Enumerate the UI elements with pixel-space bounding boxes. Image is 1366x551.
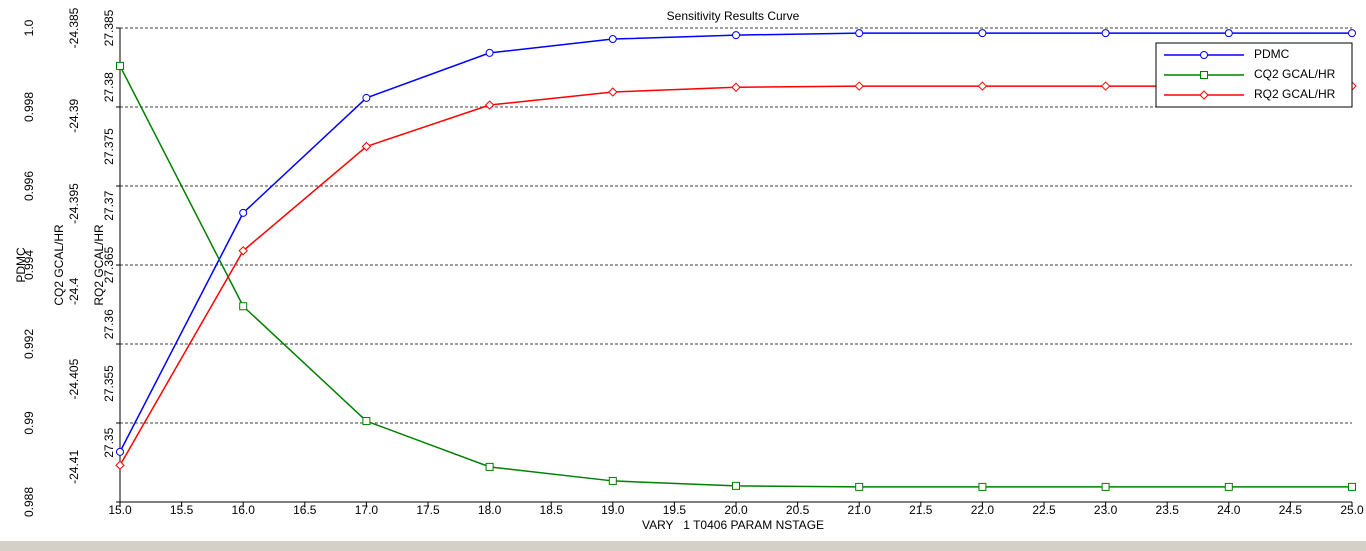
y2-tick-label: -24.405 bbox=[67, 358, 81, 399]
y3-tick-label: 27.355 bbox=[102, 365, 116, 402]
x-tick-label: 22.0 bbox=[971, 503, 995, 517]
x-tick-label: 15.0 bbox=[108, 503, 132, 517]
y3-tick-label: 27.37 bbox=[102, 190, 116, 220]
point bbox=[484, 100, 495, 110]
y3-tick-label: 27.385 bbox=[102, 9, 116, 46]
y2-tick-label: -24.395 bbox=[67, 183, 81, 224]
point bbox=[855, 29, 864, 38]
y-tick-label: 0.998 bbox=[22, 92, 36, 122]
point bbox=[608, 35, 617, 44]
point bbox=[608, 87, 618, 97]
y3-tick-label: 27.365 bbox=[102, 246, 116, 283]
legend-label: RQ2 GCAL/HR bbox=[1254, 87, 1336, 101]
point bbox=[978, 29, 987, 38]
x-tick-label: 20.5 bbox=[786, 503, 810, 517]
x-tick-label: 23.0 bbox=[1094, 503, 1118, 517]
legend-label: PDMC bbox=[1254, 47, 1290, 61]
y2-tick-label: -24.41 bbox=[67, 450, 81, 484]
x-tick-label: 17.0 bbox=[355, 503, 379, 517]
point bbox=[362, 417, 371, 426]
point bbox=[361, 141, 372, 152]
y2-tick-label: -24.4 bbox=[67, 277, 81, 305]
y-tick-label: 0.99 bbox=[22, 411, 36, 435]
x-tick-label: 18.5 bbox=[540, 503, 564, 517]
y-axis-title: PDMC bbox=[14, 247, 28, 283]
point bbox=[731, 82, 741, 92]
legend-label: CQ2 GCAL/HR bbox=[1254, 67, 1336, 81]
point bbox=[485, 48, 494, 57]
y3-tick-label: 27.36 bbox=[102, 309, 116, 339]
point bbox=[362, 93, 371, 102]
point bbox=[116, 61, 124, 70]
x-tick-label: 23.5 bbox=[1156, 503, 1180, 517]
x-tick-label: 19.0 bbox=[601, 503, 625, 517]
point bbox=[732, 31, 740, 40]
point bbox=[1100, 81, 1111, 91]
tab-strip bbox=[0, 541, 1366, 551]
y-tick-label: 1.0 bbox=[22, 19, 36, 36]
y-tick-label: 0.988 bbox=[22, 487, 36, 517]
point bbox=[239, 302, 248, 311]
point bbox=[608, 476, 617, 485]
point bbox=[238, 246, 248, 256]
point bbox=[732, 481, 740, 490]
y3-axis-title: RQ2 GCAL/HR bbox=[92, 224, 106, 306]
x-tick-label: 25.0 bbox=[1340, 503, 1364, 517]
point bbox=[1348, 29, 1356, 38]
y3-tick-label: 27.35 bbox=[102, 427, 116, 457]
y-tick-label: 0.996 bbox=[22, 171, 36, 201]
chart-title: Sensitivity Results Curve bbox=[667, 9, 800, 23]
point bbox=[977, 81, 988, 91]
x-tick-label: 22.5 bbox=[1032, 503, 1056, 517]
x-tick-label: 21.5 bbox=[909, 503, 933, 517]
y2-tick-label: -24.385 bbox=[67, 7, 81, 48]
y-tick-label: 0.994 bbox=[22, 250, 36, 280]
x-tick-label: 16.0 bbox=[232, 503, 256, 517]
x-tick-label: 16.5 bbox=[293, 503, 317, 517]
x-tick-label: 15.5 bbox=[170, 503, 194, 517]
x-axis-title: VARY 1 T0406 PARAM NSTAGE bbox=[642, 518, 824, 532]
point bbox=[1101, 29, 1110, 38]
y3-tick-label: 27.38 bbox=[102, 72, 116, 102]
point bbox=[1224, 482, 1233, 491]
legend-marker bbox=[1200, 71, 1208, 79]
x-tick-label: 19.5 bbox=[663, 503, 687, 517]
point bbox=[1101, 482, 1110, 491]
x-tick-label: 24.5 bbox=[1279, 503, 1303, 517]
point bbox=[1224, 29, 1233, 38]
point bbox=[115, 460, 125, 470]
x-tick-label: 21.0 bbox=[848, 503, 872, 517]
y2-tick-label: -24.39 bbox=[67, 98, 81, 132]
x-tick-label: 18.0 bbox=[478, 503, 502, 517]
point bbox=[978, 482, 987, 491]
y2-axis-title: CQ2 GCAL/HR bbox=[52, 224, 66, 306]
y-tick-label: 0.992 bbox=[22, 329, 36, 359]
x-tick-label: 17.5 bbox=[416, 503, 440, 517]
point bbox=[239, 208, 248, 217]
x-tick-label: 20.0 bbox=[724, 503, 748, 517]
point bbox=[1348, 482, 1356, 491]
legend-marker bbox=[1200, 51, 1208, 59]
point bbox=[854, 81, 864, 91]
legend-marker bbox=[1199, 90, 1209, 100]
point bbox=[116, 447, 124, 456]
point bbox=[485, 462, 494, 471]
point bbox=[855, 482, 864, 491]
y3-tick-label: 27.375 bbox=[102, 128, 116, 165]
x-tick-label: 24.0 bbox=[1217, 503, 1241, 517]
